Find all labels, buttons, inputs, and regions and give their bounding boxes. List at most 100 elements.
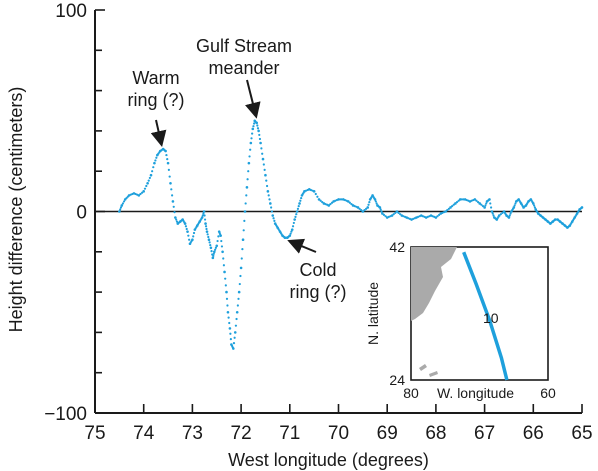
data-point (293, 218, 296, 221)
data-point (481, 205, 485, 208)
data-point (480, 203, 483, 206)
data-point (451, 205, 454, 208)
data-point (205, 230, 209, 233)
data-point (166, 161, 170, 165)
data-point (203, 218, 207, 221)
data-point (225, 297, 229, 300)
data-point (260, 147, 263, 150)
data-point (120, 204, 124, 207)
data-point (143, 187, 147, 190)
data-point (270, 206, 273, 209)
data-point (507, 216, 511, 219)
data-point (224, 284, 227, 287)
data-point (149, 173, 153, 177)
data-point (209, 243, 212, 247)
data-point (213, 250, 216, 254)
annotation-arrow (287, 238, 317, 254)
data-point (184, 225, 188, 228)
data-point (217, 235, 220, 238)
data-point (368, 200, 371, 204)
data-point (455, 200, 459, 204)
data-point (295, 210, 299, 213)
data-point (395, 210, 399, 213)
data-point (489, 206, 493, 209)
data-point (316, 195, 319, 198)
x-tick-label: 67 (474, 423, 495, 444)
data-point (168, 175, 171, 178)
data-point (339, 198, 342, 201)
data-point (256, 124, 259, 127)
data-point (492, 214, 495, 217)
data-point (212, 252, 215, 255)
data-point (262, 163, 265, 166)
data-point (205, 227, 208, 231)
data-point (155, 156, 158, 159)
data-point (192, 231, 196, 235)
annotation-label: ring (?) (127, 90, 184, 110)
data-point (290, 228, 294, 231)
data-point (238, 282, 241, 286)
data-point (446, 209, 449, 212)
inset-y-axis-title: N. latitude (365, 282, 381, 345)
data-point (165, 153, 168, 157)
data-point (216, 239, 219, 243)
data-point (139, 192, 142, 196)
data-point (514, 202, 517, 205)
data-point (229, 338, 232, 341)
data-point (248, 155, 251, 158)
data-point (300, 196, 303, 200)
data-point (172, 205, 175, 208)
data-point (363, 209, 366, 212)
data-point (206, 233, 209, 236)
data-point (142, 190, 145, 193)
data-point (119, 206, 123, 209)
data-point (137, 194, 141, 197)
data-point (257, 129, 260, 133)
data-point (121, 202, 125, 205)
data-point (200, 216, 204, 219)
data-point (250, 137, 253, 140)
data-point (153, 161, 156, 165)
data-point (223, 270, 226, 274)
data-point (151, 170, 154, 173)
data-point (532, 202, 535, 205)
data-point (392, 213, 395, 216)
annotation-label: Cold (299, 260, 336, 280)
y-tick-label: −100 (44, 404, 87, 425)
data-point (263, 168, 266, 171)
data-point (118, 210, 121, 213)
data-point (145, 184, 148, 188)
data-point (360, 209, 363, 212)
data-point (513, 204, 516, 207)
data-point (265, 184, 269, 188)
data-point (458, 198, 462, 201)
data-point (204, 225, 208, 228)
data-point (452, 203, 455, 206)
data-point (243, 210, 247, 213)
inset-island (419, 364, 427, 371)
data-point (241, 238, 245, 242)
data-point (249, 148, 252, 151)
data-point (380, 210, 383, 213)
data-point (295, 213, 298, 216)
data-point (175, 220, 179, 223)
data-point (242, 229, 245, 232)
data-point (397, 211, 400, 214)
x-tick-label: 69 (377, 423, 398, 444)
data-point (207, 235, 210, 239)
data-point (501, 211, 504, 214)
data-point (247, 170, 250, 173)
data-point (235, 310, 239, 314)
data-point (337, 198, 340, 201)
inset-track-label: 10 (483, 310, 499, 326)
data-point (266, 190, 270, 193)
annotation-label: Warm (132, 68, 179, 88)
data-point (233, 336, 236, 339)
x-axis-ticks: 75 74 73 72 71 70 69 68 67 66 65 (84, 404, 593, 444)
data-point (256, 127, 260, 130)
data-point (378, 206, 382, 209)
data-point (488, 198, 491, 201)
inset-x-axis-title: W. longitude (437, 385, 514, 401)
